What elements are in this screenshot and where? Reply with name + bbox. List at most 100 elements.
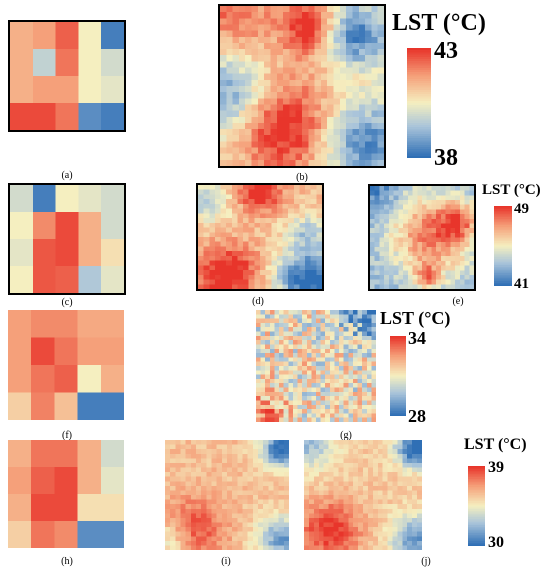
field-pixel xyxy=(269,318,275,324)
field-pixel xyxy=(367,467,374,473)
field-pixel xyxy=(276,213,283,219)
field-pixel xyxy=(283,413,289,418)
field-pixel xyxy=(304,485,310,491)
field-pixel xyxy=(306,404,312,410)
field-pixel xyxy=(283,508,289,514)
field-pixel xyxy=(318,513,324,519)
field-pixel xyxy=(258,440,264,445)
field-pixel xyxy=(338,490,344,496)
field-pixel xyxy=(209,279,216,285)
field-pixel xyxy=(190,472,197,477)
field-pixel xyxy=(242,490,248,496)
colorbar-step xyxy=(390,387,406,390)
field-pixel xyxy=(365,110,372,118)
field-pixel xyxy=(334,335,340,341)
field-pixel xyxy=(226,67,233,75)
field-pixel xyxy=(311,366,317,371)
field-pixel xyxy=(308,517,315,523)
field-pixel xyxy=(283,527,289,532)
field-pixel xyxy=(311,383,317,388)
field-pixel xyxy=(327,55,334,62)
field-pixel xyxy=(276,116,284,124)
field-pixel xyxy=(352,116,360,124)
field-pixel xyxy=(393,237,399,243)
field-pixel xyxy=(339,73,347,81)
field-pixel xyxy=(237,444,243,450)
field-pixel xyxy=(227,522,233,528)
field-pixel xyxy=(402,476,408,482)
field-pixel xyxy=(308,30,315,38)
field-pixel xyxy=(374,274,380,280)
field-pixel xyxy=(211,467,217,473)
field-pixel xyxy=(226,104,233,111)
field-pixel xyxy=(216,476,223,482)
field-pixel xyxy=(288,265,295,271)
field-pixel xyxy=(203,270,210,276)
field-pixel xyxy=(353,449,359,454)
field-pixel xyxy=(269,361,275,367)
field-pixel xyxy=(352,335,358,341)
field-pixel xyxy=(455,270,461,276)
field-pixel xyxy=(308,495,315,500)
field-pixel xyxy=(260,378,266,384)
field-pixel xyxy=(270,67,278,75)
field-pixel xyxy=(185,453,192,459)
legend-title-row4: LST (°C) xyxy=(464,436,527,453)
field-pixel xyxy=(274,322,280,328)
field-pixel xyxy=(358,472,364,477)
field-pixel xyxy=(348,318,354,324)
field-pixel xyxy=(323,499,329,505)
field-pixel xyxy=(348,531,354,537)
field-pixel xyxy=(283,522,289,528)
field-pixel xyxy=(382,485,388,491)
field-pixel xyxy=(358,444,364,450)
field-pixel xyxy=(214,270,221,276)
field-pixel xyxy=(203,260,210,266)
field-pixel xyxy=(232,444,238,450)
field-pixel xyxy=(377,67,384,75)
field-pixel xyxy=(352,49,360,56)
field-pixel xyxy=(426,223,432,229)
field-pixel xyxy=(180,499,186,505)
field-pixel xyxy=(338,462,344,468)
lst-map-d xyxy=(196,183,324,291)
field-pixel xyxy=(190,517,197,523)
field-pixel xyxy=(393,232,399,238)
field-pixel xyxy=(289,147,297,155)
colorbar-step xyxy=(390,411,406,414)
field-pixel xyxy=(387,495,393,500)
field-pixel xyxy=(283,92,290,99)
field-pixel xyxy=(334,361,340,367)
field-pixel xyxy=(352,340,358,345)
field-pixel xyxy=(450,279,456,285)
field-pixel xyxy=(407,209,413,215)
field-pixel xyxy=(402,508,408,514)
field-pixel xyxy=(339,374,344,380)
field-pixel xyxy=(198,255,204,261)
colorbar-step xyxy=(407,151,431,154)
field-pixel xyxy=(276,6,284,13)
colorbar-step xyxy=(390,340,406,343)
field-pixel xyxy=(257,12,265,19)
field-pixel xyxy=(367,440,374,445)
field-pixel xyxy=(363,485,369,491)
field-pixel xyxy=(226,255,233,261)
field-pixel xyxy=(214,265,221,271)
field-pixel xyxy=(320,153,328,161)
field-pixel xyxy=(352,366,358,371)
field-pixel xyxy=(455,190,461,196)
field-pixel xyxy=(271,218,278,224)
field-pixel xyxy=(339,129,347,136)
field-pixel xyxy=(252,467,259,473)
field-pixel xyxy=(297,353,303,358)
field-pixel xyxy=(289,129,297,136)
field-pixel xyxy=(257,92,265,99)
field-pixel xyxy=(403,256,409,262)
field-pixel xyxy=(440,284,446,289)
field-pixel xyxy=(220,6,227,13)
field-pixel xyxy=(227,481,233,487)
field-pixel xyxy=(292,417,298,422)
field-pixel xyxy=(339,378,344,384)
field-pixel xyxy=(302,61,309,68)
field-pixel xyxy=(175,462,181,468)
